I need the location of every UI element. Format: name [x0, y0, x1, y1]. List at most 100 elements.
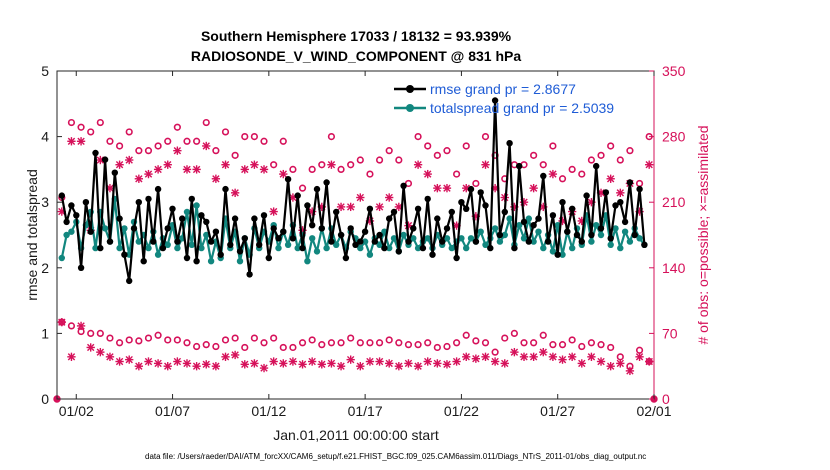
- obs-assimilated-marker: [221, 352, 230, 361]
- totalspread-point: [458, 235, 465, 242]
- rmse-point: [164, 225, 171, 232]
- totalspread-point: [569, 244, 576, 252]
- obs-assimilated-marker: [202, 360, 211, 369]
- totalspread-point: [174, 244, 181, 252]
- totalspread-point: [612, 225, 619, 232]
- obs-possible-marker: [578, 170, 586, 178]
- totalspread-point: [516, 222, 523, 229]
- obs-possible-marker: [587, 339, 596, 347]
- obs-possible-marker: [221, 128, 230, 136]
- rmse-point: [361, 228, 369, 235]
- obs-assimilated-marker: [356, 362, 365, 371]
- totalspread-point: [549, 248, 557, 255]
- obs-assimilated-marker: [587, 352, 596, 361]
- obs-assimilated-marker: [211, 174, 221, 183]
- obs-possible-marker: [607, 142, 615, 150]
- obs-possible-marker: [96, 118, 104, 127]
- obs-possible-marker: [67, 118, 76, 127]
- totalspread-point: [188, 241, 195, 248]
- obs-assimilated-marker: [606, 362, 615, 371]
- obs-possible-marker: [212, 342, 220, 351]
- rmse-point: [116, 215, 123, 222]
- x-tick-label: 01/22: [444, 403, 479, 419]
- obs-assimilated-marker: [336, 362, 346, 371]
- rmse-point: [467, 185, 475, 193]
- y-tick-label: 1: [41, 325, 49, 341]
- legend: rmse grand pr = 2.8677 totalspread grand…: [394, 81, 614, 116]
- obs-assimilated-marker: [173, 146, 182, 155]
- rmse-point: [554, 251, 561, 258]
- rmse-point: [251, 215, 258, 222]
- obs-possible-marker: [202, 118, 210, 127]
- totalspread-point: [275, 244, 282, 252]
- totalspread-point: [540, 244, 547, 252]
- tick-layer: 01/02 01/07 01/12 01/17 01/22 01/27 02/0101234…: [41, 63, 685, 419]
- totalspread-point: [376, 241, 383, 248]
- rmse-point: [352, 241, 359, 248]
- obs-assimilated-marker: [500, 359, 509, 368]
- totalspread-point: [414, 244, 422, 252]
- obs-assimilated-marker: [279, 359, 288, 368]
- obs-possible-marker: [327, 133, 336, 141]
- rmse-point: [97, 244, 104, 252]
- obs-possible-marker: [135, 147, 143, 155]
- data-file-note: data file: /Users/raeder/DAI/ATM_forcXX/…: [145, 452, 646, 461]
- rmse-point: [68, 202, 75, 209]
- obs-possible-marker: [289, 165, 297, 173]
- obs-assimilated-marker: [163, 160, 172, 169]
- obs-assimilated-marker: [192, 165, 201, 174]
- obs-assimilated-marker: [125, 155, 134, 165]
- totalspread-point: [467, 235, 475, 242]
- totalspread-point: [636, 235, 643, 242]
- obs-assimilated-marker: [394, 362, 403, 371]
- totalspread-point: [236, 258, 244, 265]
- rmse-point: [241, 235, 248, 242]
- totalspread-point: [68, 228, 75, 235]
- obs-possible-marker: [106, 137, 114, 145]
- totalspread-point: [154, 251, 162, 258]
- rmse-point: [111, 169, 119, 176]
- rmse-point: [573, 231, 581, 239]
- obs-possible-marker: [395, 156, 403, 164]
- obs-assimilated-marker: [539, 347, 548, 357]
- y2-tick-label: 210: [662, 194, 686, 210]
- obs-possible-marker: [453, 339, 461, 347]
- totalspread-point: [116, 244, 123, 252]
- obs-possible-marker: [366, 339, 374, 347]
- rmse-point: [309, 222, 316, 229]
- obs-possible-marker: [250, 133, 258, 141]
- chart-title: Southern Hemisphere 17033 / 18132 = 93.9…: [201, 28, 512, 44]
- rmse-point: [140, 258, 147, 265]
- obs-possible-marker: [154, 331, 162, 339]
- obs-possible-marker: [433, 343, 441, 352]
- obs-possible-marker: [193, 137, 201, 145]
- rmse-point: [429, 251, 436, 258]
- rmse-point: [289, 235, 297, 242]
- obs-possible-marker: [125, 336, 133, 344]
- rmse-point: [405, 238, 412, 245]
- rmse-point: [256, 241, 263, 248]
- obs-possible-marker: [183, 137, 191, 145]
- legend-rmse-label: rmse grand pr = 2.8677: [430, 81, 576, 97]
- obs-possible-marker: [298, 339, 307, 347]
- rmse-point: [63, 218, 70, 226]
- obs-possible-marker: [597, 151, 605, 159]
- obs-possible-marker: [154, 142, 162, 150]
- rmse-point: [347, 225, 354, 232]
- totalspread-point: [626, 238, 634, 245]
- rmse-point: [328, 238, 335, 245]
- obs-possible-marker: [356, 339, 364, 347]
- obs-assimilated-marker: [240, 360, 249, 369]
- totalspread-point: [482, 241, 489, 248]
- x-tick-label: 01/02: [59, 403, 94, 419]
- obs-assimilated-marker: [163, 362, 172, 371]
- obs-possible-marker: [404, 341, 413, 349]
- rmse-point: [400, 182, 407, 189]
- obs-assimilated-marker: [375, 202, 384, 212]
- rmse-point: [540, 172, 547, 180]
- obs-possible-marker: [144, 147, 153, 155]
- rmse-point: [491, 97, 499, 104]
- obs-possible-marker: [597, 341, 605, 349]
- totalspread-point: [559, 251, 566, 258]
- obs-assimilated-marker: [423, 357, 432, 366]
